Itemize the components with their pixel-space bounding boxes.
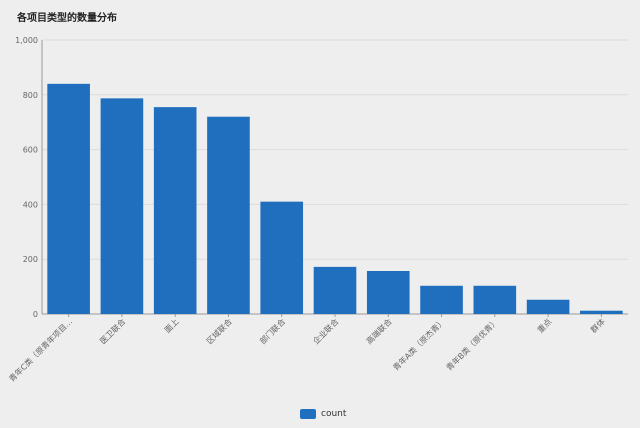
y-tick-label: 0: [33, 310, 38, 319]
x-tick-label: 青年C类（原青年项目...: [7, 316, 74, 383]
bar[interactable]: [526, 299, 570, 314]
bar[interactable]: [260, 201, 304, 314]
x-tick-label: 区域联合: [204, 316, 234, 346]
x-tick-label: 面上: [163, 317, 181, 335]
x-tick-label: 群体: [588, 316, 606, 334]
x-tick-label: 青年A类（原杰青）: [391, 316, 447, 372]
bar[interactable]: [473, 285, 517, 314]
legend-label: count: [321, 409, 347, 419]
x-tick-label: 部门联合: [257, 316, 287, 346]
bar[interactable]: [47, 83, 90, 314]
x-tick-label: 重点: [535, 316, 553, 334]
y-tick-label: 400: [23, 200, 38, 209]
legend[interactable]: count: [300, 409, 346, 419]
bar[interactable]: [153, 107, 197, 314]
bar[interactable]: [420, 285, 463, 314]
y-tick-label: 1,000: [15, 36, 38, 45]
y-tick-label: 600: [23, 146, 38, 155]
chart-title: 各项目类型的数量分布: [17, 13, 117, 24]
bar[interactable]: [100, 98, 144, 314]
y-tick-label: 800: [23, 91, 38, 100]
y-tick-label: 200: [23, 255, 38, 264]
bar[interactable]: [366, 270, 410, 314]
x-tick-label: 企业联合: [311, 316, 341, 346]
bar[interactable]: [207, 116, 250, 314]
bar[interactable]: [313, 266, 357, 314]
x-tick-label: 高端联合: [364, 316, 394, 346]
x-tick-label: 青年B类（原优青）: [444, 316, 500, 372]
legend-swatch: [300, 409, 316, 419]
x-tick-label: 医卫联合: [98, 316, 128, 346]
bar[interactable]: [580, 310, 623, 314]
